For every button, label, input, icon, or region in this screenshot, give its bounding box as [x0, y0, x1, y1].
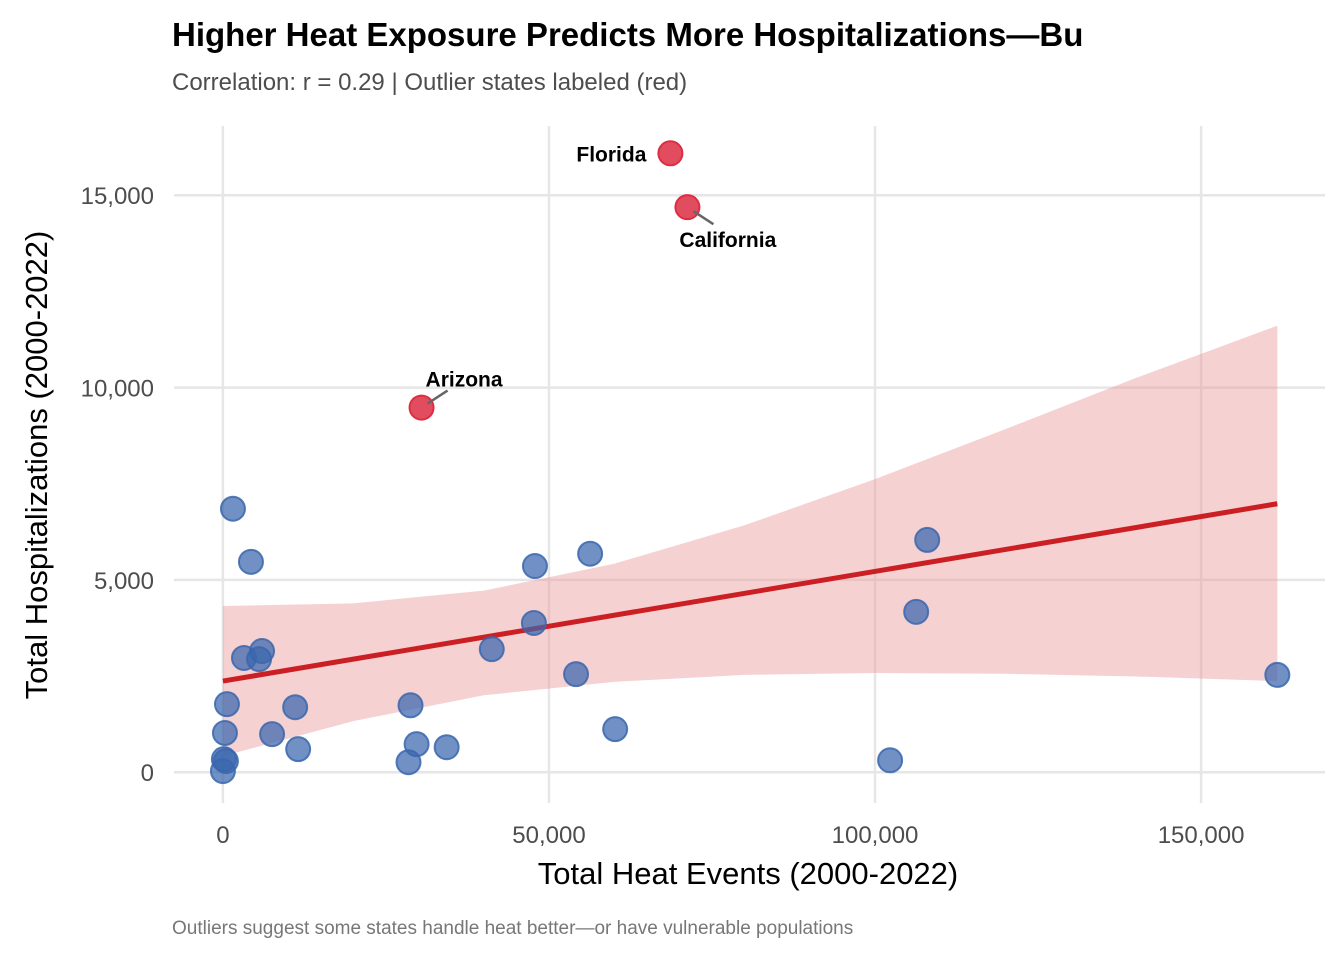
outlier-labels-group: Florida California Arizona: [426, 143, 777, 405]
x-tick-label: 150,000: [1158, 822, 1245, 849]
outlier-point: [657, 140, 684, 167]
state-point: [213, 691, 240, 718]
x-axis-title: Total Heat Events (2000-2022): [538, 856, 958, 891]
y-axis-ticks: 0 5,000 10,000 15,000: [81, 183, 154, 787]
state-point: [403, 731, 430, 758]
y-axis-title: Total Hospitalizations (2000-2022): [19, 231, 54, 700]
state-point: [211, 719, 238, 746]
outlier-point: [674, 194, 701, 221]
state-point: [397, 692, 424, 719]
state-point: [577, 540, 604, 567]
state-point: [903, 598, 930, 625]
state-point: [563, 661, 590, 688]
state-point: [246, 646, 273, 673]
state-point: [877, 747, 904, 774]
state-point: [520, 609, 547, 636]
confidence-band-group: [222, 325, 1278, 757]
trend-line: [222, 501, 1278, 684]
state-point: [219, 495, 246, 522]
state-point: [259, 721, 286, 748]
state-point: [1264, 661, 1291, 688]
state-point: [602, 716, 629, 743]
confidence-band: [222, 325, 1278, 757]
state-point: [478, 636, 505, 663]
outlier-label: Florida: [576, 143, 646, 166]
label-leader-line: [426, 389, 449, 405]
x-tick-label: 100,000: [832, 822, 919, 849]
trend-line-group: [222, 501, 1278, 684]
x-tick-label: 50,000: [512, 822, 585, 849]
chart-subtitle: Correlation: r = 0.29 | Outlier states l…: [172, 69, 688, 96]
outlier-label: Arizona: [426, 369, 503, 392]
state-point: [237, 548, 264, 575]
state-point: [433, 734, 460, 761]
state-point: [521, 553, 548, 580]
y-tick-label: 15,000: [81, 183, 154, 210]
outlier-label: California: [679, 229, 776, 252]
state-point: [209, 758, 236, 785]
x-axis-ticks: 0 50,000 100,000 150,000: [216, 822, 1244, 849]
outlier-point: [408, 394, 435, 421]
state-point: [914, 526, 941, 553]
y-tick-label: 0: [141, 760, 154, 787]
chart-caption: Outliers suggest some states handle heat…: [172, 918, 854, 939]
state-point: [282, 694, 309, 721]
x-tick-label: 0: [216, 822, 229, 849]
label-leader-line: [692, 210, 715, 226]
state-point: [285, 736, 312, 763]
chart-title: Higher Heat Exposure Predicts More Hospi…: [172, 16, 1084, 53]
grid-lines: [174, 126, 1325, 803]
y-tick-label: 5,000: [94, 568, 154, 595]
y-tick-label: 10,000: [81, 376, 154, 403]
points-group: [209, 140, 1291, 785]
